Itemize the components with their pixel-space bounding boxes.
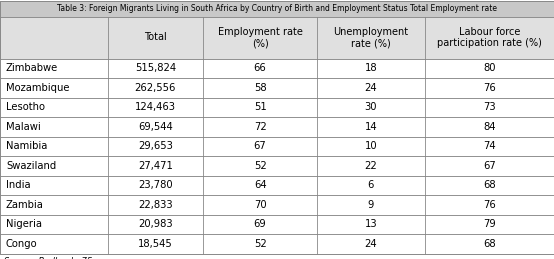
Text: 22: 22 [365, 161, 377, 171]
Text: 69,544: 69,544 [138, 122, 173, 132]
Text: 52: 52 [254, 161, 266, 171]
Text: 29,653: 29,653 [138, 141, 173, 151]
Text: Mozambique: Mozambique [6, 83, 69, 93]
Text: Lesotho: Lesotho [6, 102, 45, 112]
Text: 9: 9 [368, 200, 374, 210]
Text: 73: 73 [483, 102, 496, 112]
Bar [0, 97, 554, 117]
Text: 13: 13 [365, 219, 377, 229]
Text: Swaziland: Swaziland [6, 161, 57, 171]
Text: 18,545: 18,545 [138, 239, 173, 249]
Text: Table 3: Foreign Migrants Living in South Africa by Country of Birth and Employm: Table 3: Foreign Migrants Living in Sout… [57, 4, 497, 13]
Bar [0, 156, 554, 176]
Text: 515,824: 515,824 [135, 63, 176, 73]
Bar [0, 117, 554, 136]
Text: Unemployment
rate (%): Unemployment rate (%) [334, 27, 408, 48]
Text: 67: 67 [483, 161, 496, 171]
Text: 30: 30 [365, 102, 377, 112]
Bar [0, 59, 554, 78]
Bar [0, 195, 554, 214]
Text: 76: 76 [483, 200, 496, 210]
Text: 68: 68 [483, 239, 496, 249]
Text: Namibia: Namibia [6, 141, 48, 151]
Bar [0, 1, 554, 17]
Text: 70: 70 [254, 200, 266, 210]
Text: Labour force
participation rate (%): Labour force participation rate (%) [437, 27, 542, 48]
Bar [0, 176, 554, 195]
Text: Nigeria: Nigeria [6, 219, 42, 229]
Text: 80: 80 [483, 63, 496, 73]
Text: 262,556: 262,556 [135, 83, 176, 93]
Bar [0, 17, 554, 59]
Text: 58: 58 [254, 83, 266, 93]
Text: 22,833: 22,833 [138, 200, 173, 210]
Bar [0, 136, 554, 156]
Text: 67: 67 [254, 141, 266, 151]
Text: 84: 84 [483, 122, 496, 132]
Text: 27,471: 27,471 [138, 161, 173, 171]
Text: India: India [6, 180, 30, 190]
Text: Zimbabwe: Zimbabwe [6, 63, 58, 73]
Text: 66: 66 [254, 63, 266, 73]
Text: 76: 76 [483, 83, 496, 93]
Text: 51: 51 [254, 102, 266, 112]
Text: 23,780: 23,780 [138, 180, 173, 190]
Text: 69: 69 [254, 219, 266, 229]
Text: 20,983: 20,983 [138, 219, 173, 229]
Text: Total: Total [144, 32, 167, 42]
Bar [0, 234, 554, 254]
Text: 124,463: 124,463 [135, 102, 176, 112]
Text: 72: 72 [254, 122, 266, 132]
Bar [0, 214, 554, 234]
Text: Source: Budlender75: Source: Budlender75 [4, 257, 93, 259]
Text: Malawi: Malawi [6, 122, 41, 132]
Text: 74: 74 [483, 141, 496, 151]
Text: Congo: Congo [6, 239, 38, 249]
Text: 18: 18 [365, 63, 377, 73]
Text: 79: 79 [483, 219, 496, 229]
Text: Zambia: Zambia [6, 200, 44, 210]
Text: 10: 10 [365, 141, 377, 151]
Text: 64: 64 [254, 180, 266, 190]
Text: 24: 24 [365, 239, 377, 249]
Text: 68: 68 [483, 180, 496, 190]
Bar [0, 78, 554, 97]
Text: 6: 6 [368, 180, 374, 190]
Text: 52: 52 [254, 239, 266, 249]
Text: 24: 24 [365, 83, 377, 93]
Text: Employment rate
(%): Employment rate (%) [218, 27, 302, 48]
Text: 14: 14 [365, 122, 377, 132]
